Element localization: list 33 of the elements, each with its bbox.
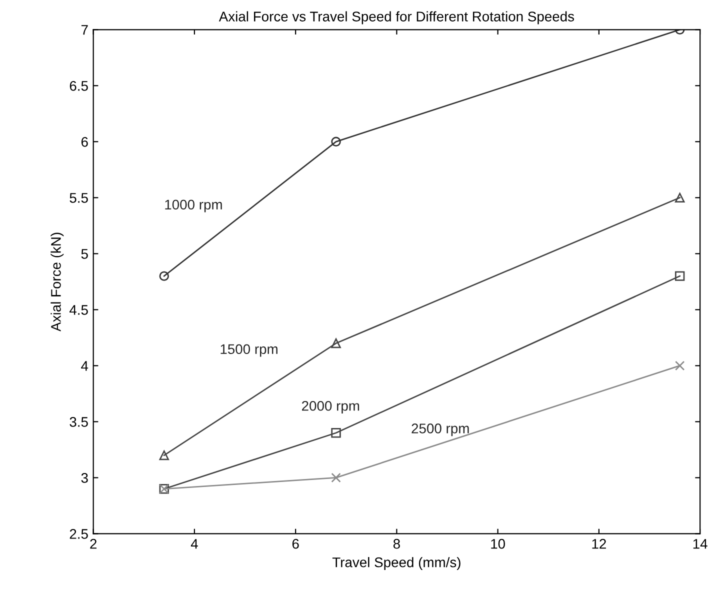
y-tick-label: 3.5 <box>70 417 88 427</box>
y-tick-label: 3 <box>81 473 88 483</box>
y-tick-label: 5.5 <box>70 193 88 203</box>
x-tick-label: 6 <box>292 538 299 549</box>
point <box>674 192 685 203</box>
y-tick-label: 6.5 <box>70 80 88 91</box>
point <box>331 338 341 348</box>
x-tick-label: 2 <box>90 538 97 549</box>
x-tick-label: 14 <box>693 539 708 549</box>
y-tick-label: 5 <box>81 249 88 259</box>
series-label: 1500 rpm <box>220 344 278 357</box>
point <box>674 271 685 281</box>
point <box>674 360 685 371</box>
x-axis-title: Travel Speed (mm/s) <box>332 557 460 570</box>
y-tick-label: 6 <box>81 136 88 147</box>
point <box>331 428 341 438</box>
point <box>159 271 169 281</box>
series-label: 1000 rpm <box>165 200 222 212</box>
series-label: 2500 rpm <box>412 424 469 436</box>
chart-title: Axial Force vs Travel Speed for Different Rotation Speeds <box>218 11 574 24</box>
x-tick-label: 12 <box>592 538 606 549</box>
point <box>331 472 341 483</box>
y-tick-label: 2.5 <box>70 529 88 539</box>
point <box>331 136 341 147</box>
series-label: 2000 rpm <box>302 400 360 414</box>
x-tick-label: 8 <box>393 538 400 549</box>
y-tick-label: 7 <box>81 25 88 35</box>
x-tick-label: 4 <box>190 539 198 549</box>
y-axis-title: Axial Force (kN) <box>50 232 64 332</box>
x-tick-label: 10 <box>491 538 505 549</box>
y-tick-label: 4 <box>81 361 88 371</box>
y-tick-label: 4.5 <box>69 305 88 315</box>
point <box>159 450 169 460</box>
